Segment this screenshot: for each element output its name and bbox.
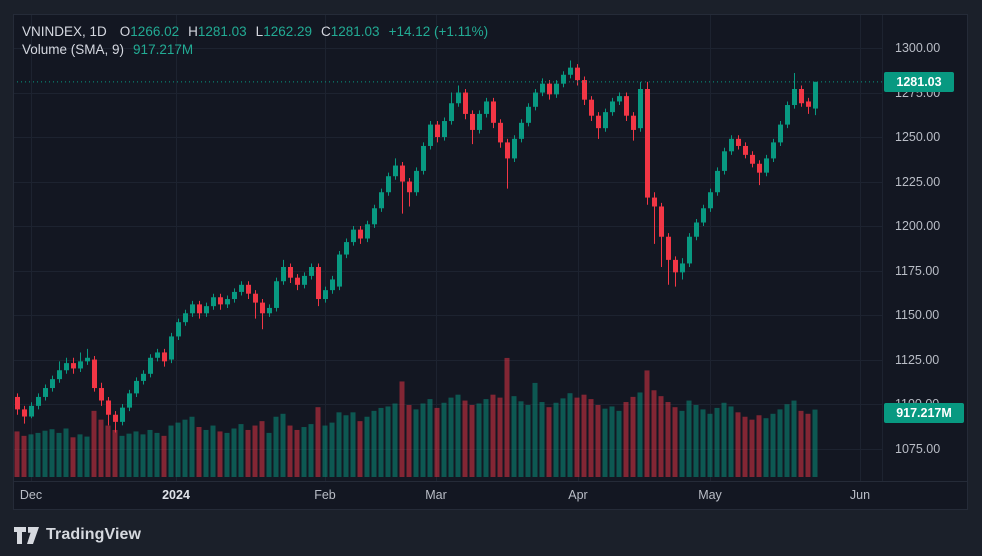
candlestick-series[interactable] bbox=[15, 60, 818, 433]
volume-series[interactable] bbox=[14, 357, 818, 477]
tradingview-brand-text: TradingView bbox=[46, 526, 142, 543]
tradingview-attribution-link[interactable]: TradingView bbox=[14, 526, 141, 544]
chart-frame bbox=[13, 14, 968, 510]
tradingview-logo-icon bbox=[14, 526, 39, 544]
